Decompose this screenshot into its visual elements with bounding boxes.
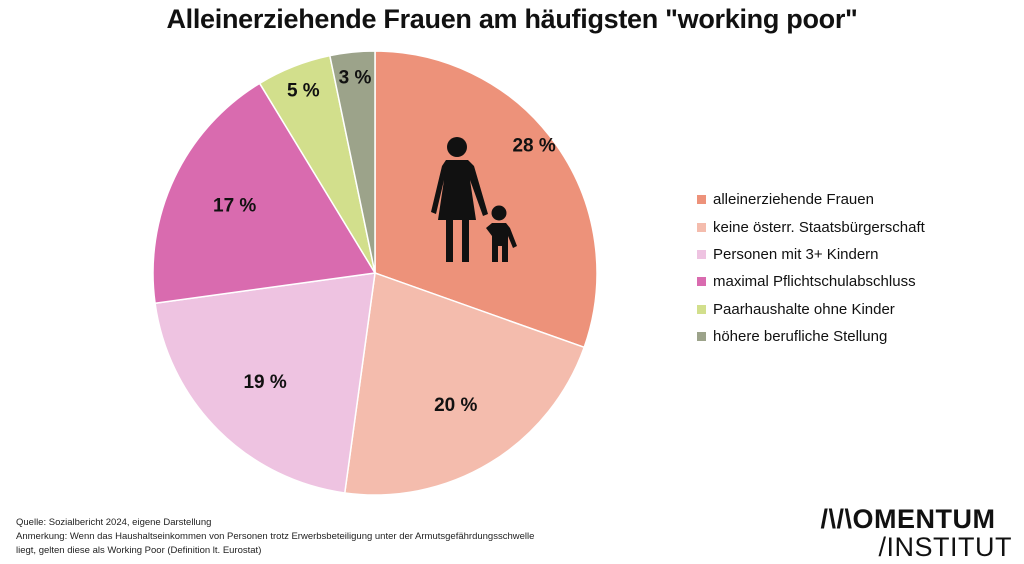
pie-slice bbox=[154, 272, 376, 494]
logo-line-2: /INSTITUT bbox=[878, 532, 1012, 562]
legend-swatch bbox=[697, 304, 706, 314]
legend-swatch bbox=[697, 222, 706, 232]
legend-swatch bbox=[697, 249, 706, 259]
footer: Quelle: Sozialbericht 2024, eigene Darst… bbox=[16, 516, 534, 558]
legend-item: keine österr. Staatsbürgerschaft bbox=[697, 213, 925, 240]
legend-label: Paarhaushalte ohne Kinder bbox=[713, 300, 895, 318]
legend: alleinerziehende Frauen keine österr. St… bbox=[697, 186, 925, 350]
slice-value-label: 17 % bbox=[213, 195, 256, 216]
slice-value-label: 20 % bbox=[434, 395, 477, 416]
legend-item: maximal Pflichtschulabschluss bbox=[697, 268, 925, 295]
legend-label: höhere berufliche Stellung bbox=[713, 328, 888, 346]
legend-label: keine österr. Staatsbürgerschaft bbox=[713, 218, 925, 236]
slice-value-label: 3 % bbox=[339, 68, 372, 89]
legend-item: Personen mit 3+ Kindern bbox=[697, 241, 925, 268]
slice-value-label: 28 % bbox=[512, 136, 555, 157]
chart-title: Alleinerziehende Frauen am häufigsten "w… bbox=[166, 4, 858, 34]
legend-label: alleinerziehende Frauen bbox=[713, 191, 874, 209]
annotation-line-1: Anmerkung: Wenn das Haushaltseinkommen v… bbox=[16, 531, 535, 542]
pie-slice bbox=[152, 82, 377, 305]
slice-value-label: 5 % bbox=[287, 80, 320, 101]
momentum-institut-logo: /\/\OMENTUM /INSTITUT bbox=[821, 505, 1013, 561]
slice-value-label: 19 % bbox=[243, 372, 286, 393]
legend-item: höhere berufliche Stellung bbox=[697, 323, 925, 350]
legend-item: alleinerziehende Frauen bbox=[697, 186, 925, 213]
legend-swatch bbox=[697, 277, 706, 287]
mother-child-icon bbox=[431, 137, 517, 262]
legend-swatch bbox=[697, 195, 706, 205]
legend-swatch bbox=[697, 332, 706, 342]
annotation-line-2: liegt, gelten diese als Working Poor (De… bbox=[16, 545, 262, 556]
pie-slice bbox=[328, 50, 376, 274]
pie-slice bbox=[343, 271, 586, 496]
pie-slice bbox=[374, 50, 598, 349]
logo-line-1: /\/\OMENTUM bbox=[820, 504, 996, 534]
legend-item: Paarhaushalte ohne Kinder bbox=[697, 296, 925, 323]
source-note: Quelle: Sozialbericht 2024, eigene Darst… bbox=[16, 517, 212, 528]
legend-label: maximal Pflichtschulabschluss bbox=[713, 273, 916, 291]
legend-label: Personen mit 3+ Kindern bbox=[713, 245, 879, 263]
